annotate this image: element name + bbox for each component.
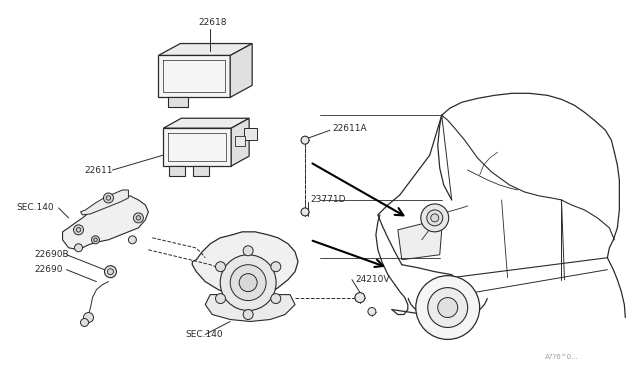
Text: 22611A: 22611A bbox=[332, 124, 367, 133]
Text: A??6^0...: A??6^0... bbox=[545, 355, 579, 360]
Circle shape bbox=[74, 225, 83, 235]
Circle shape bbox=[368, 308, 376, 315]
Circle shape bbox=[271, 262, 281, 272]
Polygon shape bbox=[193, 166, 209, 176]
Circle shape bbox=[93, 238, 97, 241]
Polygon shape bbox=[81, 190, 129, 215]
Circle shape bbox=[427, 210, 443, 226]
Circle shape bbox=[108, 269, 113, 275]
Circle shape bbox=[136, 216, 141, 220]
Polygon shape bbox=[230, 44, 252, 97]
Circle shape bbox=[92, 236, 99, 244]
Circle shape bbox=[271, 294, 281, 304]
Polygon shape bbox=[168, 97, 188, 107]
Circle shape bbox=[76, 228, 81, 232]
Text: SEC.140: SEC.140 bbox=[186, 330, 223, 339]
Circle shape bbox=[106, 196, 111, 200]
Polygon shape bbox=[163, 128, 231, 166]
Polygon shape bbox=[158, 44, 252, 55]
Text: 22690: 22690 bbox=[35, 265, 63, 274]
Polygon shape bbox=[398, 220, 442, 260]
Circle shape bbox=[216, 262, 225, 272]
Polygon shape bbox=[158, 55, 230, 97]
Polygon shape bbox=[63, 196, 148, 250]
Polygon shape bbox=[231, 118, 249, 166]
Circle shape bbox=[416, 276, 479, 339]
Circle shape bbox=[104, 193, 113, 203]
Polygon shape bbox=[244, 128, 257, 140]
Circle shape bbox=[428, 288, 468, 327]
Circle shape bbox=[129, 236, 136, 244]
Text: 23771D: 23771D bbox=[310, 195, 346, 205]
Text: 22618: 22618 bbox=[198, 18, 227, 27]
Circle shape bbox=[420, 204, 449, 232]
Text: 22690B: 22690B bbox=[35, 250, 69, 259]
Circle shape bbox=[301, 136, 309, 144]
Circle shape bbox=[216, 294, 225, 304]
Polygon shape bbox=[163, 118, 249, 128]
Polygon shape bbox=[192, 232, 298, 298]
Polygon shape bbox=[205, 295, 295, 321]
Text: SEC.140: SEC.140 bbox=[17, 203, 54, 212]
Text: 22611: 22611 bbox=[84, 166, 113, 174]
Circle shape bbox=[243, 310, 253, 320]
Circle shape bbox=[239, 274, 257, 292]
Circle shape bbox=[220, 255, 276, 311]
Circle shape bbox=[81, 318, 88, 327]
Circle shape bbox=[243, 246, 253, 256]
Circle shape bbox=[133, 213, 143, 223]
Circle shape bbox=[438, 298, 458, 318]
Circle shape bbox=[83, 312, 93, 323]
Circle shape bbox=[431, 214, 439, 222]
Circle shape bbox=[74, 244, 83, 252]
Circle shape bbox=[301, 208, 309, 216]
Polygon shape bbox=[170, 166, 186, 176]
Circle shape bbox=[230, 265, 266, 301]
Circle shape bbox=[104, 266, 116, 278]
Polygon shape bbox=[235, 136, 245, 146]
Circle shape bbox=[355, 293, 365, 302]
Text: 24210V: 24210V bbox=[355, 275, 389, 284]
